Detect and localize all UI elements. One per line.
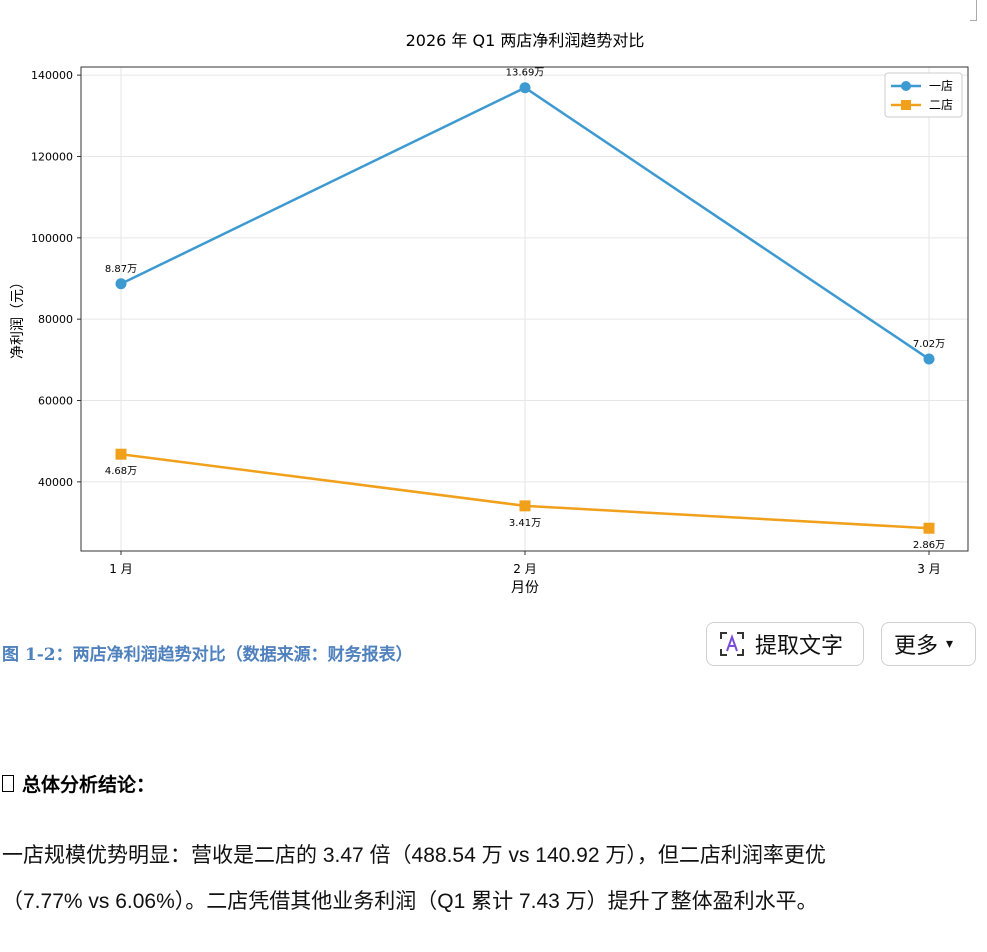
chart-title: 2026 年 Q1 两店净利润趋势对比 bbox=[406, 31, 645, 50]
text-scan-icon bbox=[720, 632, 744, 656]
data-point bbox=[519, 82, 531, 94]
data-point bbox=[923, 522, 935, 534]
data-label: 2.86万 bbox=[913, 540, 945, 551]
y-axis-ticks: 40000 60000 80000 100000 120000 140000 bbox=[31, 69, 81, 489]
extract-text-label: 提取文字 bbox=[755, 634, 844, 659]
data-label: 13.69万 bbox=[506, 68, 545, 79]
x-axis-label: 月份 bbox=[511, 580, 539, 596]
y-tick-label: 140000 bbox=[31, 69, 73, 82]
y-tick-label: 120000 bbox=[31, 150, 73, 163]
conclusion-line-2: （7.77% vs 6.06%）。二店凭借其他业务利润（Q1 累计 7.43 万… bbox=[2, 890, 818, 913]
grid-lines bbox=[81, 67, 968, 551]
more-button[interactable]: 更多 ▾ bbox=[881, 622, 976, 666]
data-point bbox=[115, 278, 127, 290]
chevron-down-icon: ▾ bbox=[946, 636, 954, 652]
legend-marker bbox=[901, 100, 911, 110]
data-label: 7.02万 bbox=[913, 339, 945, 350]
x-tick-label: 1 月 bbox=[109, 562, 132, 576]
data-label: 3.41万 bbox=[509, 518, 541, 529]
x-tick-label: 3 月 bbox=[917, 562, 940, 576]
more-label: 更多 bbox=[894, 634, 939, 659]
data-point bbox=[519, 500, 531, 512]
y-tick-label: 40000 bbox=[38, 476, 73, 489]
y-tick-label: 60000 bbox=[38, 395, 73, 408]
y-axis-label: 净利润（元） bbox=[10, 275, 26, 359]
x-axis-ticks: 1 月 2 月 3 月 bbox=[109, 551, 941, 576]
extract-text-button[interactable]: 提取文字 bbox=[706, 622, 864, 666]
legend-label: 一店 bbox=[929, 79, 953, 93]
data-label: 8.87万 bbox=[105, 264, 137, 275]
legend-label: 二店 bbox=[929, 98, 953, 112]
data-point bbox=[923, 353, 935, 365]
x-tick-label: 2 月 bbox=[513, 562, 536, 576]
conclusion-heading: 总体分析结论： bbox=[2, 770, 155, 797]
conclusion-line-1: 一店规模优势明显：营收是二店的 3.47 倍（488.54 万 vs 140.9… bbox=[2, 844, 826, 867]
legend-marker bbox=[901, 81, 911, 91]
page-corner-mark bbox=[970, 0, 977, 21]
checkbox-glyph-icon bbox=[2, 775, 14, 792]
figure-caption: 图 1-2：两店净利润趋势对比（数据来源：财务报表） bbox=[2, 645, 413, 665]
data-point bbox=[115, 448, 127, 460]
data-label: 4.68万 bbox=[105, 466, 137, 477]
line-chart: 2026 年 Q1 两店净利润趋势对比 40000 60000 80000 10000… bbox=[10, 31, 969, 596]
series-group: 8.87万 13.69万 7.02万 4.68万 3.41万 2.86万 bbox=[105, 68, 945, 551]
y-tick-label: 80000 bbox=[38, 313, 73, 326]
y-tick-label: 100000 bbox=[31, 232, 73, 245]
conclusion-heading-text: 总体分析结论： bbox=[22, 774, 156, 796]
